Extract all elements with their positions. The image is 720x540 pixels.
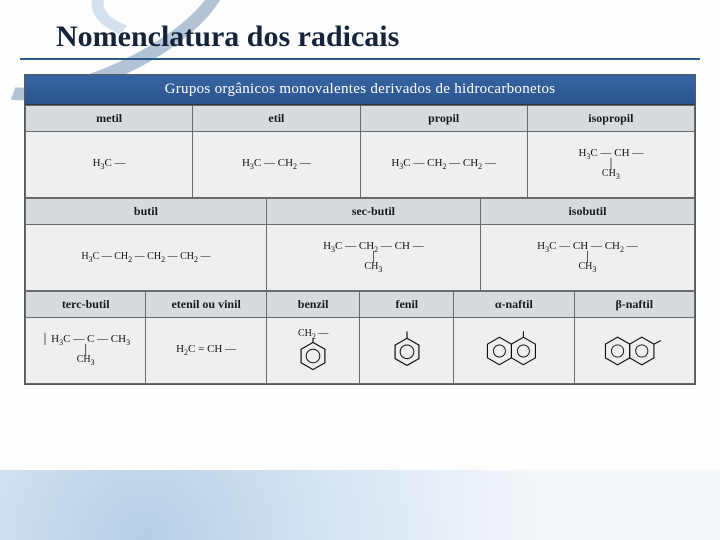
cell-butil: H3C — CH2 — CH2 — CH2 —	[26, 225, 267, 291]
hdr-benzil: benzil	[266, 292, 360, 318]
benzene-icon	[296, 339, 330, 373]
cell-isobutil: H3C — CH — CH2 — │ CH3	[480, 225, 694, 291]
naphthalene-icon	[484, 331, 544, 371]
row2: butil sec-butil isobutil H3C — CH2 — CH2…	[25, 198, 695, 291]
cell-metil: H3C —	[26, 132, 193, 198]
row3: terc-butil etenil ou vinil benzil fenil …	[25, 291, 695, 384]
row1: metil etil propil isopropil H3C — H3C — …	[25, 105, 695, 198]
cell-propil: H3C — CH2 — CH2 —	[360, 132, 527, 198]
naphthalene-icon	[602, 331, 666, 371]
hdr-isopropil: isopropil	[527, 106, 694, 132]
hdr-propil: propil	[360, 106, 527, 132]
hdr-etenil: etenil ou vinil	[146, 292, 266, 318]
hdr-metil: metil	[26, 106, 193, 132]
hdr-tercbutil: terc-butil	[26, 292, 146, 318]
page-title: Nomenclatura dos radicais	[20, 0, 700, 60]
radical-table: Grupos orgânicos monovalentes derivados …	[24, 74, 696, 385]
hdr-etil: etil	[193, 106, 360, 132]
cell-secbutil: H3C — CH2 — CH — │ CH3	[266, 225, 480, 291]
cell-etil: H3C — CH2 —	[193, 132, 360, 198]
cell-fenil	[360, 318, 454, 384]
cell-etenil: H2C = CH —	[146, 318, 266, 384]
hdr-isobutil: isobutil	[480, 199, 694, 225]
cell-benzil: CH2 —	[266, 318, 360, 384]
hdr-anaftil: α-naftil	[454, 292, 574, 318]
hdr-fenil: fenil	[360, 292, 454, 318]
cell-tercbutil: │ H3C — C — CH3 │ CH3	[26, 318, 146, 384]
hdr-secbutil: sec-butil	[266, 199, 480, 225]
hdr-bnaftil: β-naftil	[574, 292, 694, 318]
benzene-icon	[390, 331, 424, 371]
hdr-butil: butil	[26, 199, 267, 225]
table-heading: Grupos orgânicos monovalentes derivados …	[25, 75, 695, 105]
cell-isopropil: H3C — CH — │ CH3	[527, 132, 694, 198]
cell-anaftil	[454, 318, 574, 384]
cell-bnaftil	[574, 318, 694, 384]
